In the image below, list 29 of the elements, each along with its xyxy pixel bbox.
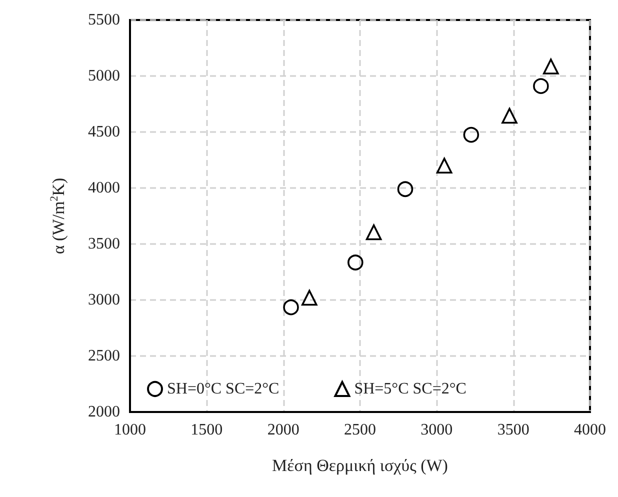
x-tick-label: 1500 [190,422,223,438]
y-tick-label: 3500 [88,236,120,252]
x-tick-label: 3500 [497,422,530,438]
x-tick-label: 4000 [574,422,606,438]
legend-label: SH=0°C SC=2°C [167,380,280,398]
x-tick-label: 2000 [267,422,300,438]
point [463,126,480,143]
x-axis-title: Μέση Θερμική ισχύς (W) [272,456,448,475]
point [348,254,364,270]
y-tick-label: 3000 [88,292,120,308]
y-tick-label: 2500 [88,348,120,364]
point [397,181,414,198]
point [283,299,299,316]
y-tick-label: 5500 [88,12,120,28]
y-tick-label: 4000 [88,180,120,196]
point [436,158,452,174]
x-tick-label: 3000 [420,422,453,438]
y-axis-title: α (W/m2K) [48,178,68,254]
point [366,224,382,240]
y-tick-label: 2000 [88,404,120,420]
point [302,290,318,306]
point [533,78,549,94]
point [543,58,559,74]
x-tick-label: 2500 [344,422,376,438]
y-tick-label: 4500 [88,124,120,140]
legend-label: SH=5°C SC=2°C [354,380,466,398]
y-tick-label: 5000 [88,68,120,84]
point [502,108,518,124]
x-tick-label: 1000 [114,422,146,438]
